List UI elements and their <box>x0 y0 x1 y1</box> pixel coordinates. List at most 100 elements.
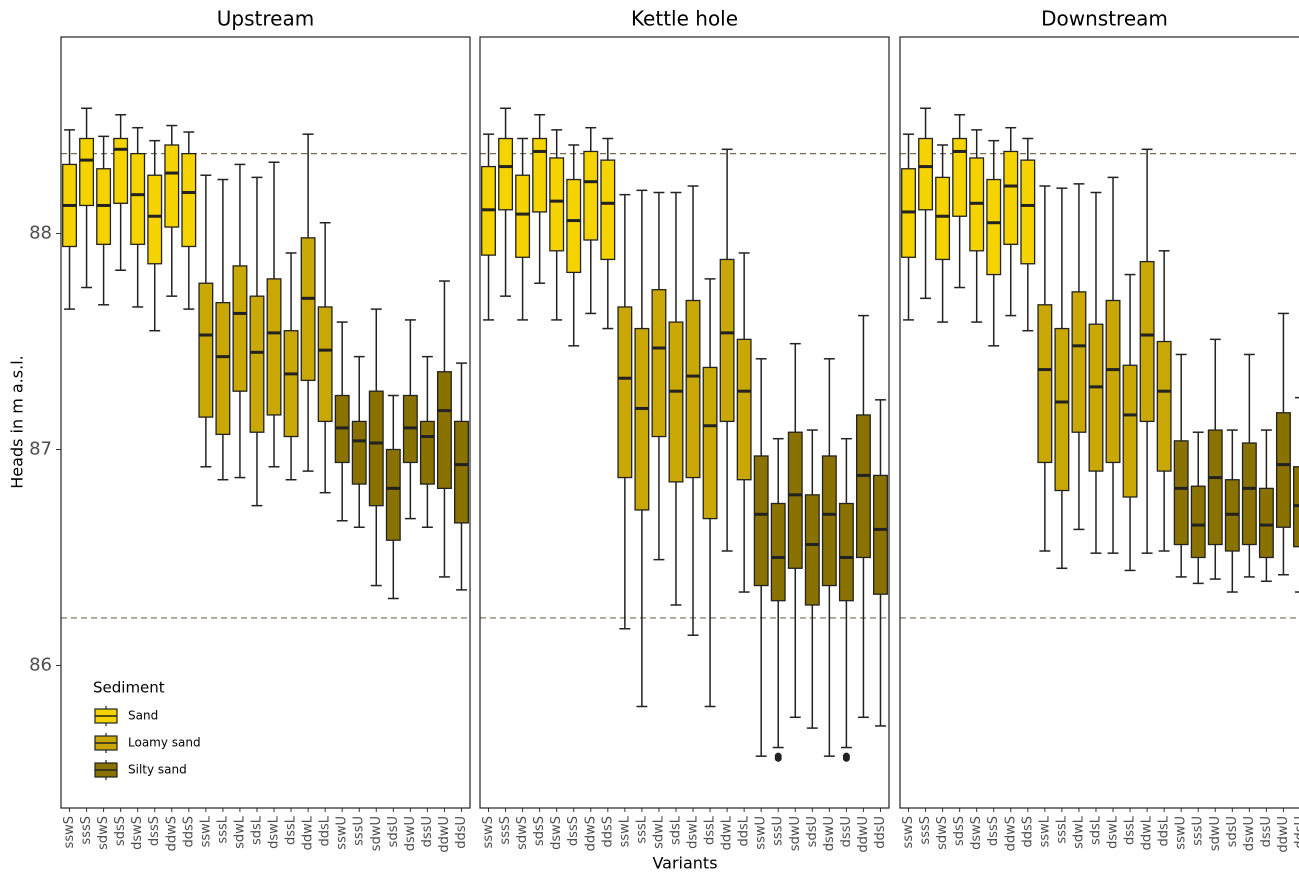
box <box>1173 440 1189 546</box>
legend-label: Silty sand <box>128 763 187 777</box>
x-tick-label: sssU <box>352 816 367 846</box>
x-tick-label: sdwS <box>935 816 950 850</box>
box <box>1020 159 1036 265</box>
panel-title: Downstream <box>1041 7 1168 31</box>
x-tick-label: sssU <box>771 816 786 846</box>
box <box>1139 260 1155 423</box>
x-tick-label: dswS <box>969 816 984 850</box>
box <box>549 157 565 252</box>
x-tick-label: dswS <box>549 816 564 850</box>
x-tick-label: dswL <box>267 815 282 849</box>
panel-title: Kettle hole <box>631 7 738 31</box>
box <box>215 301 231 436</box>
panel-title: Upstream <box>217 7 314 31</box>
box <box>1258 487 1274 559</box>
box <box>935 176 951 261</box>
box <box>1037 304 1053 464</box>
panel-plot <box>61 107 470 619</box>
x-tick-label: sdsS <box>113 816 128 846</box>
box <box>266 278 282 416</box>
box <box>1071 291 1087 433</box>
box <box>198 282 214 418</box>
box <box>702 366 718 520</box>
x-tick-label: sdsL <box>1088 815 1103 845</box>
box <box>719 258 735 423</box>
x-tick-label: sswS <box>481 816 496 848</box>
x-tick-label: dswL <box>1106 815 1121 849</box>
y-tick-label: 87 <box>29 438 52 459</box>
box <box>1207 429 1223 546</box>
box <box>838 502 854 602</box>
outlier <box>842 754 850 762</box>
box <box>113 137 129 204</box>
box <box>566 178 582 274</box>
panel-plot <box>900 107 1299 619</box>
box <box>1105 299 1121 464</box>
x-tick-label: ddwU <box>856 816 871 853</box>
x-tick-label: sdsL <box>249 815 264 845</box>
x-tick-label: sdsU <box>386 816 401 847</box>
x-tick-label: sdwL <box>1071 815 1086 849</box>
x-tick-label: ddsS <box>600 816 615 848</box>
legend-label: Sand <box>128 709 158 723</box>
y-tick-label: 86 <box>29 654 52 675</box>
x-tick-label: dssU <box>1259 816 1274 847</box>
box <box>300 237 316 382</box>
x-tick-label: sswL <box>198 815 213 847</box>
x-tick-label: ddwL <box>301 815 316 850</box>
box <box>283 330 299 438</box>
box <box>1156 340 1172 472</box>
y-axis-label: Heads in m a.s.l. <box>8 355 27 488</box>
x-tick-label: ddsL <box>318 815 333 846</box>
x-tick-label: dssS <box>566 816 581 846</box>
box <box>855 414 871 559</box>
box <box>1054 327 1070 492</box>
x-tick-label: sswU <box>1174 816 1189 850</box>
x-tick-label: dssS <box>986 816 1001 846</box>
box <box>515 174 531 258</box>
x-tick-label: ddwL <box>720 815 735 850</box>
box <box>651 289 667 438</box>
x-tick-label: dswU <box>1242 816 1257 851</box>
x-tick-label: sdwU <box>1208 816 1223 851</box>
x-tick-label: dssL <box>284 815 299 845</box>
box <box>1003 150 1019 245</box>
x-tick-label: ddwU <box>437 816 452 853</box>
box <box>181 152 197 248</box>
x-tick-label: sswU <box>754 816 769 850</box>
box <box>164 144 180 228</box>
box <box>532 137 548 213</box>
x-tick-label: ddsS <box>1020 816 1035 848</box>
box <box>1275 412 1291 528</box>
box <box>368 390 384 507</box>
box <box>617 306 633 479</box>
legend-label: Loamy sand <box>128 736 201 750</box>
box <box>753 455 769 587</box>
x-tick-label: ddsL <box>1157 815 1172 846</box>
box <box>986 178 1002 276</box>
x-tick-label: ddwS <box>583 816 598 851</box>
x-tick-label: sssU <box>1191 816 1206 846</box>
y-tick-label: 88 <box>29 223 52 244</box>
box <box>821 455 837 587</box>
box <box>317 306 333 423</box>
box <box>351 420 367 485</box>
box <box>736 338 752 481</box>
box <box>498 137 514 211</box>
x-tick-label: sswU <box>335 816 350 850</box>
x-tick-label: sdwS <box>96 816 111 850</box>
x-tick-label: dswU <box>403 816 418 851</box>
x-tick-label: sdsU <box>1225 816 1240 847</box>
x-tick-label: sssS <box>918 816 933 845</box>
x-tick-label: dswL <box>686 815 701 849</box>
box <box>952 137 968 217</box>
box <box>804 494 820 606</box>
x-tick-label: sswS <box>62 816 77 848</box>
box <box>600 159 616 261</box>
x-tick-label: sdsL <box>668 815 683 845</box>
x-tick-label: dssL <box>703 815 718 845</box>
x-tick-label: ddwU <box>1276 816 1291 853</box>
box <box>232 265 248 392</box>
